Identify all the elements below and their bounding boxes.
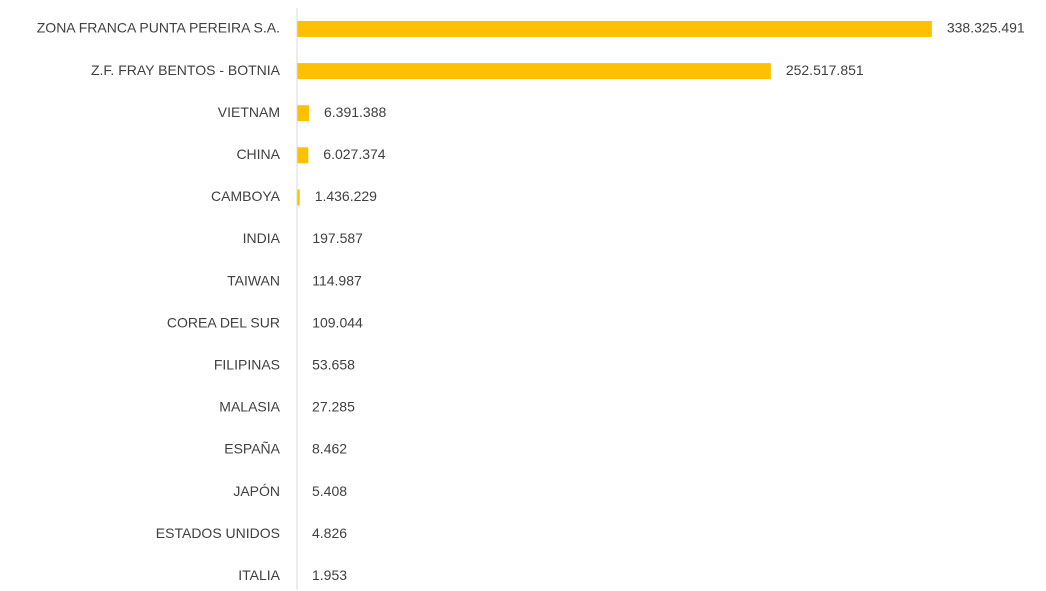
value-label: 338.325.491 [947, 20, 1025, 36]
value-label: 8.462 [312, 441, 347, 457]
category-label: CAMBOYA [211, 188, 281, 204]
value-label: 5.408 [312, 483, 347, 499]
bar [297, 63, 771, 80]
category-label: ZONA FRANCA PUNTA PEREIRA S.A. [37, 20, 280, 36]
value-label: 53.658 [312, 357, 355, 373]
value-label: 197.587 [312, 230, 363, 246]
value-label: 27.285 [312, 399, 355, 415]
bar [297, 105, 309, 122]
category-label: ITALIA [238, 567, 280, 583]
category-label: VIETNAM [218, 104, 280, 120]
value-label: 4.826 [312, 525, 347, 541]
category-label: CHINA [236, 146, 280, 162]
value-label: 1.436.229 [315, 188, 377, 204]
value-label: 109.044 [312, 314, 363, 330]
category-label: Z.F. FRAY BENTOS - BOTNIA [91, 62, 281, 78]
value-label: 6.027.374 [323, 146, 385, 162]
category-label: FILIPINAS [214, 357, 280, 373]
category-label: JAPÓN [233, 483, 280, 499]
value-label: 1.953 [312, 567, 347, 583]
bar [297, 189, 300, 206]
bar [297, 147, 309, 164]
category-label: COREA DEL SUR [167, 314, 280, 330]
value-label: 114.987 [312, 272, 362, 288]
category-label: MALASIA [219, 399, 280, 415]
value-label: 252.517.851 [786, 62, 864, 78]
category-label: INDIA [243, 230, 281, 246]
value-label: 6.391.388 [324, 104, 386, 120]
category-label: ESTADOS UNIDOS [156, 525, 280, 541]
category-label: ESPAÑA [224, 441, 280, 457]
category-label: TAIWAN [227, 272, 280, 288]
bar [297, 21, 932, 37]
